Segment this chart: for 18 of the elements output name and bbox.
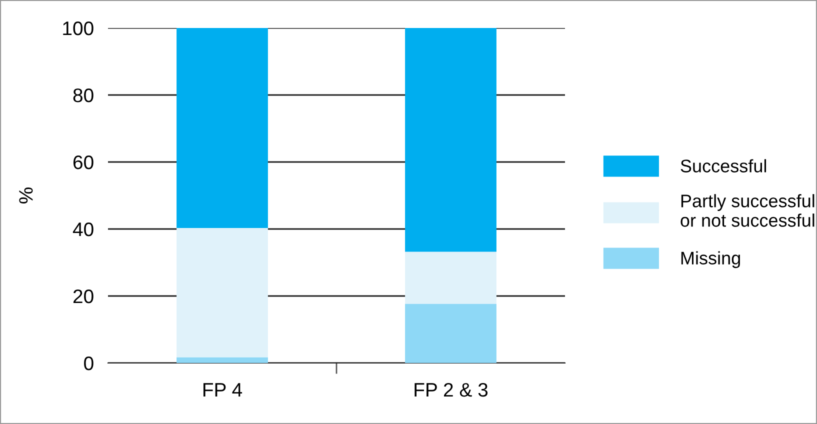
bar	[176, 28, 268, 228]
bar	[405, 304, 496, 363]
y-tick-label: 20	[73, 289, 94, 304]
legend-label: Successful	[680, 159, 766, 172]
y-tick-label: 80	[73, 88, 94, 102]
bar	[176, 357, 268, 363]
bar	[405, 28, 496, 252]
x-tick-label: FP 2 & 3	[414, 382, 488, 397]
y-tick-label: 100	[63, 21, 94, 36]
legend-label: Missing	[681, 251, 740, 268]
y-tick-label: 60	[73, 155, 94, 170]
y-tick-label: 0	[84, 356, 94, 370]
y-tick-label: 40	[72, 222, 94, 236]
x-tick-label: FP 4	[203, 383, 242, 397]
bar	[176, 228, 268, 358]
legend-label: Partly successful or not successful	[680, 194, 814, 227]
bar	[405, 252, 496, 304]
y-axis-title: %	[19, 188, 33, 204]
